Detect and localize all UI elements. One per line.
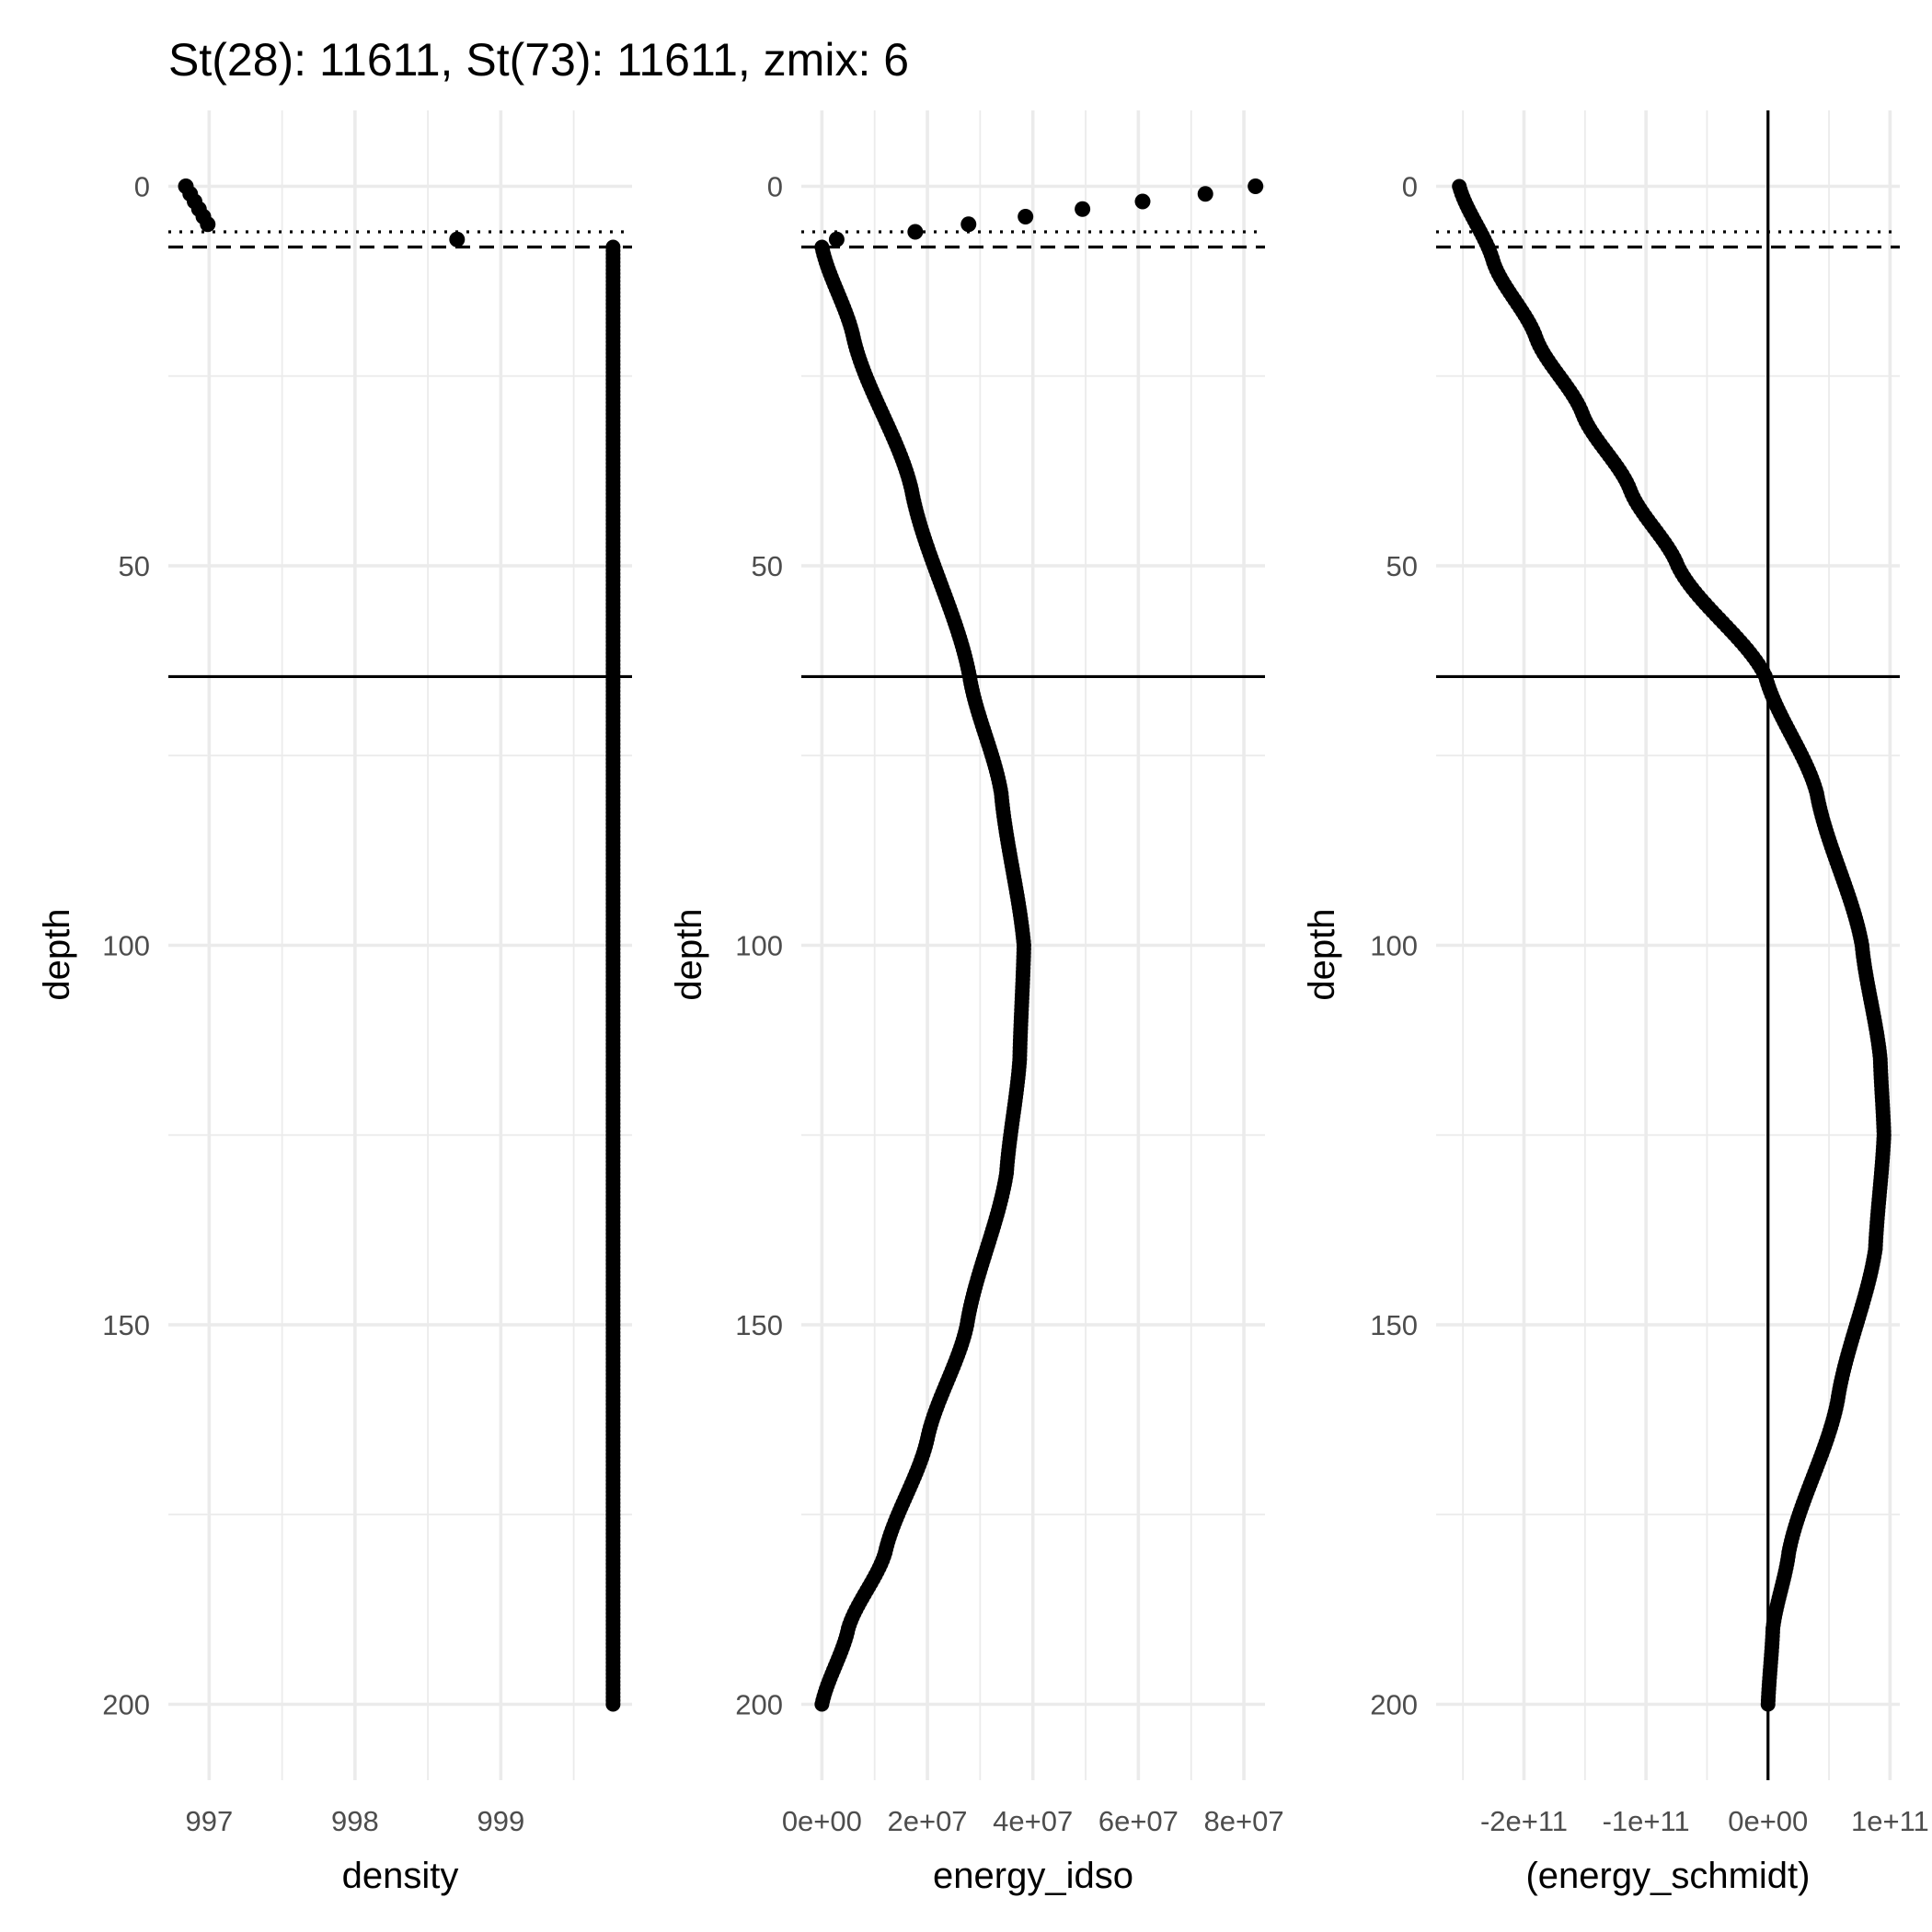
y-tick-label: 0	[134, 171, 150, 203]
y-tick-label: 200	[102, 1689, 150, 1721]
y-axis-label: depth	[1302, 908, 1342, 1000]
x-tick-label: 998	[331, 1805, 379, 1837]
y-tick-label: 150	[1370, 1309, 1418, 1341]
x-tick-label: 2e+07	[887, 1805, 967, 1837]
data-curve	[605, 240, 620, 1712]
y-tick-label: 50	[119, 550, 150, 582]
x-axis-label: density	[342, 1856, 459, 1896]
y-tick-label: 200	[1370, 1689, 1418, 1721]
y-tick-label: 50	[1386, 550, 1418, 582]
data-point	[829, 232, 845, 247]
x-tick-label: 8e+07	[1204, 1805, 1284, 1837]
data-point	[449, 232, 465, 247]
x-tick-label: -1e+11	[1603, 1805, 1690, 1837]
y-axis-label: depth	[37, 908, 77, 1000]
panel-energy-schmidt: -2e+11 -1e+11 0e+00 1e+11 0 50 100 150 200 (energ…	[1302, 110, 1929, 1896]
data-point	[960, 216, 976, 232]
y-tick-label: 200	[735, 1689, 783, 1721]
y-tick-label: 150	[735, 1309, 783, 1341]
data-point	[1198, 186, 1213, 201]
curve-point	[1761, 1697, 1776, 1712]
y-tick-label: 0	[767, 171, 783, 203]
data-point	[907, 224, 923, 240]
x-tick-label: 6e+07	[1098, 1805, 1179, 1837]
y-tick-label: 0	[1402, 171, 1418, 203]
y-tick-label: 50	[752, 550, 783, 582]
data-point	[1248, 178, 1263, 194]
chart-title: St(28): 11611, St(73): 11611, zmix: 6	[168, 34, 909, 86]
panel-density: 997 998 999 0 50 100 150 200 density depth	[37, 110, 632, 1896]
x-tick-label: 4e+07	[993, 1805, 1073, 1837]
x-tick-label: 999	[477, 1805, 524, 1837]
x-tick-label: 1e+11	[1851, 1805, 1929, 1837]
x-axis-label: (energy_schmidt)	[1525, 1856, 1810, 1896]
y-axis-label: depth	[669, 908, 709, 1000]
panel-energy-idso: 0e+00 2e+07 4e+07 6e+07 8e+07 0 50 100 150 200 ene…	[669, 110, 1284, 1896]
curve-point	[814, 1697, 829, 1712]
data-point	[1018, 209, 1033, 224]
y-tick-label: 150	[102, 1309, 150, 1341]
data-point	[1134, 194, 1150, 210]
curve-point	[605, 1697, 620, 1712]
data-curve	[814, 240, 1031, 1712]
y-tick-label: 100	[1370, 930, 1418, 962]
x-tick-label: 0e+00	[782, 1805, 862, 1837]
x-tick-label: 997	[186, 1805, 234, 1837]
x-tick-label: -2e+11	[1480, 1805, 1568, 1837]
y-tick-label: 100	[735, 930, 783, 962]
data-point	[200, 216, 215, 232]
x-axis-label: energy_idso	[933, 1856, 1133, 1896]
x-tick-label: 0e+00	[1728, 1805, 1808, 1837]
data-point	[1075, 201, 1090, 217]
y-tick-label: 100	[102, 930, 150, 962]
